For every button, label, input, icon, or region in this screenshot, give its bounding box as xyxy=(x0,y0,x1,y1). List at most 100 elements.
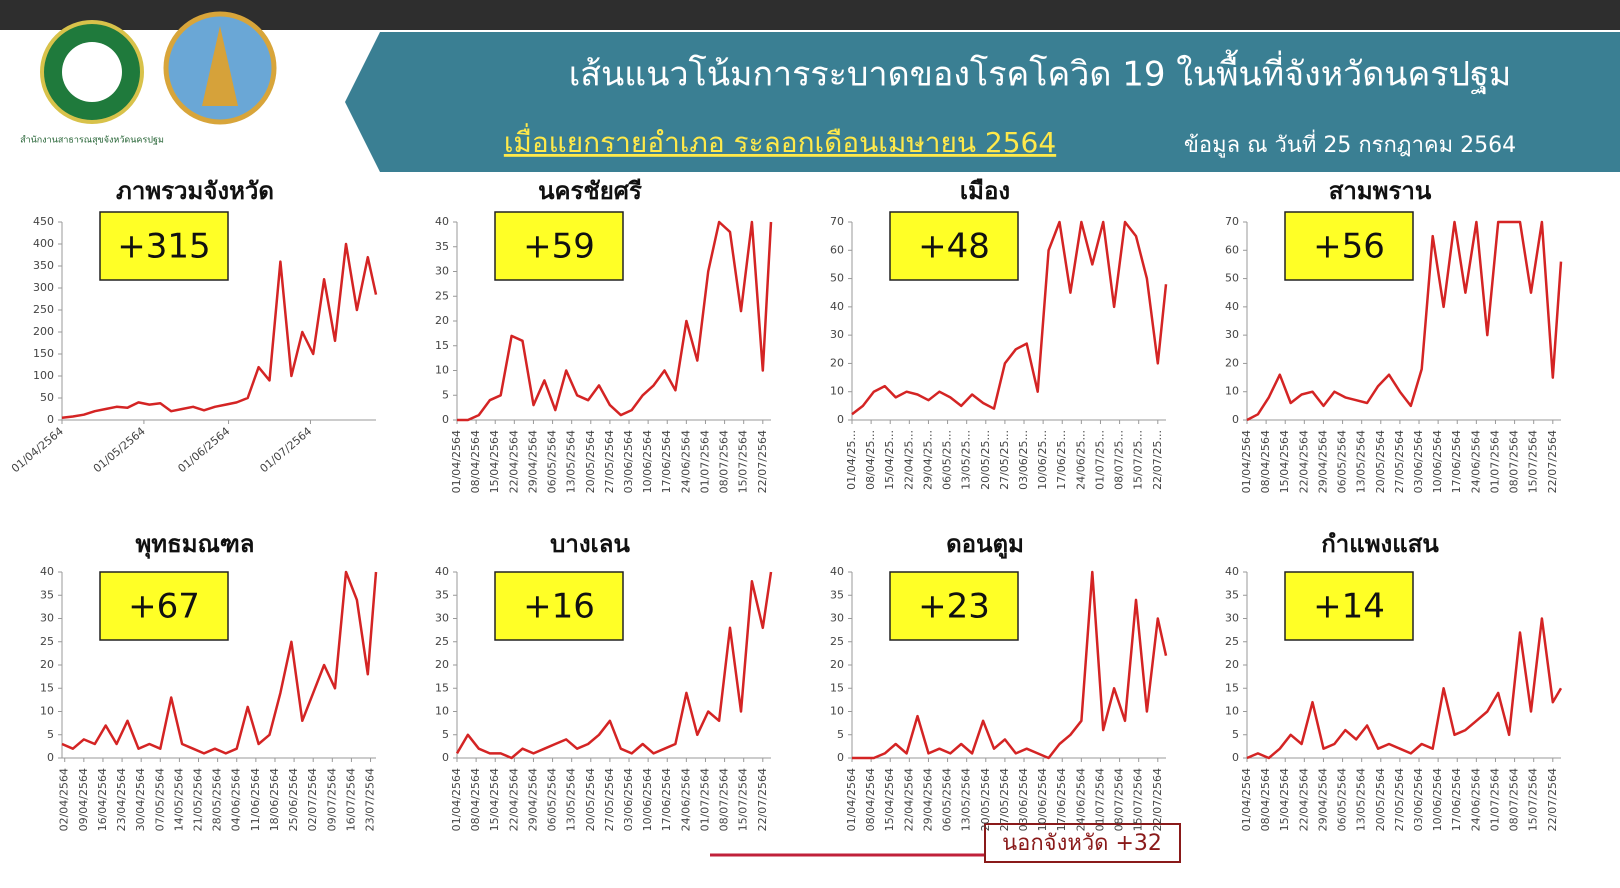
x-tick-label: 29/04/2564 xyxy=(1316,430,1329,493)
y-tick-label: 30 xyxy=(830,328,844,341)
x-tick-label: 15/07/2564 xyxy=(1132,768,1145,831)
annotation: +59 xyxy=(523,227,595,267)
y-tick-label: 200 xyxy=(33,325,54,338)
x-tick-label: 17/06/2564 xyxy=(660,768,673,831)
footer-box xyxy=(984,823,1181,863)
x-tick-label: 13/05/2564 xyxy=(1355,430,1368,493)
x-tick-label: 13/05/2564 xyxy=(565,768,578,831)
x-tick-label: 15/04/2564 xyxy=(883,768,896,831)
x-tick-label: 22/07/2564 xyxy=(1151,768,1164,831)
x-tick-label: 01/07/2564 xyxy=(1093,768,1106,831)
y-tick-label: 100 xyxy=(33,369,54,382)
data-line xyxy=(851,220,1168,416)
x-tick-label: 13/05/2564 xyxy=(1355,768,1368,831)
x-tick-label: 08/04/2564 xyxy=(469,430,482,493)
x-tick-label: 20/05/2564 xyxy=(979,768,992,831)
x-tick-label: 01/07/2564 xyxy=(1488,430,1501,493)
y-tick-label: 10 xyxy=(435,364,449,377)
title-banner xyxy=(345,32,1620,172)
y-tick-label: 350 xyxy=(33,259,54,272)
y-tick-label: 5 xyxy=(47,728,54,741)
x-tick-label: 24/06/2564 xyxy=(1469,768,1482,831)
annotation-box xyxy=(99,571,229,641)
x-tick-label: 22/04/2564 xyxy=(1297,768,1310,831)
x-tick-label: 03/06/2564 xyxy=(1412,768,1425,831)
x-tick-label: 20/05/25... xyxy=(979,430,992,490)
x-tick-label: 08/07/2564 xyxy=(1508,768,1521,831)
x-tick-label: 01/04/2564 xyxy=(450,430,463,493)
x-tick-label: 08/04/2564 xyxy=(1259,430,1272,493)
y-tick-label: 10 xyxy=(435,705,449,718)
y-tick-label: 70 xyxy=(1225,215,1239,228)
y-tick-label: 35 xyxy=(830,588,844,601)
y-tick-label: 15 xyxy=(435,339,449,352)
chart-title: ภาพรวมจังหวัด xyxy=(116,177,274,205)
y-tick-label: 30 xyxy=(40,612,54,625)
y-tick-label: 50 xyxy=(40,391,54,404)
x-tick-label: 23/07/2564 xyxy=(364,768,377,831)
x-tick-label: 03/06/2564 xyxy=(1412,430,1425,493)
province-logo-stupa xyxy=(202,26,238,106)
annotation-box xyxy=(1284,571,1414,641)
x-tick-label: 06/05/2564 xyxy=(546,768,559,831)
x-tick-label: 08/07/2564 xyxy=(1508,430,1521,493)
x-tick-label: 22/04/2564 xyxy=(902,768,915,831)
x-tick-label: 29/04/2564 xyxy=(526,430,539,493)
x-tick-label: 22/07/2564 xyxy=(1546,430,1559,493)
x-tick-label: 01/07/2564 xyxy=(698,430,711,493)
data-date: ข้อมูล ณ วันที่ 25 กรกฎาคม 2564 xyxy=(1184,129,1516,158)
y-tick-label: 40 xyxy=(435,565,449,578)
y-tick-label: 150 xyxy=(33,347,54,360)
y-tick-label: 20 xyxy=(830,356,844,369)
y-tick-label: 0 xyxy=(442,751,449,764)
x-tick-label: 24/06/25... xyxy=(1074,430,1087,490)
x-tick-label: 15/04/2564 xyxy=(1278,430,1291,493)
y-tick-label: 400 xyxy=(33,237,54,250)
x-tick-label: 01/07/2564 xyxy=(257,425,314,476)
x-tick-label: 20/05/2564 xyxy=(1374,430,1387,493)
y-tick-label: 20 xyxy=(435,314,449,327)
x-tick-label: 20/05/2564 xyxy=(584,430,597,493)
y-tick-label: 10 xyxy=(1225,705,1239,718)
y-tick-label: 0 xyxy=(442,413,449,426)
x-tick-label: 08/04/2564 xyxy=(1259,768,1272,831)
x-tick-label: 22/07/2564 xyxy=(756,768,769,831)
y-tick-label: 50 xyxy=(830,272,844,285)
x-tick-label: 27/05/2564 xyxy=(603,768,616,831)
annotation: +67 xyxy=(128,587,200,627)
x-tick-label: 01/06/2564 xyxy=(175,425,232,476)
top-band xyxy=(0,0,1620,30)
y-tick-label: 0 xyxy=(1232,413,1239,426)
x-tick-label: 06/05/2564 xyxy=(941,768,954,831)
x-tick-label: 22/04/2564 xyxy=(1297,430,1310,493)
x-tick-label: 18/06/2564 xyxy=(268,768,281,831)
x-tick-label: 15/07/2564 xyxy=(737,430,750,493)
annotation-box xyxy=(494,571,624,641)
y-tick-label: 40 xyxy=(830,565,844,578)
y-tick-label: 30 xyxy=(830,612,844,625)
x-tick-label: 22/04/2564 xyxy=(507,768,520,831)
x-tick-label: 08/07/2564 xyxy=(718,768,731,831)
data-line xyxy=(455,571,773,760)
annotation: +56 xyxy=(1313,227,1385,267)
y-tick-label: 25 xyxy=(435,635,449,648)
y-tick-label: 30 xyxy=(1225,328,1239,341)
x-tick-label: 24/06/2564 xyxy=(1469,430,1482,493)
x-tick-label: 06/05/2564 xyxy=(546,430,559,493)
chart-title: กำแพงแสน xyxy=(1321,530,1439,558)
y-tick-label: 0 xyxy=(837,413,844,426)
x-tick-label: 01/07/2564 xyxy=(698,768,711,831)
x-tick-label: 15/04/2564 xyxy=(488,430,501,493)
y-tick-label: 60 xyxy=(1225,243,1239,256)
x-tick-label: 01/04/2564 xyxy=(9,425,66,476)
x-tick-label: 02/07/2564 xyxy=(306,768,319,831)
y-tick-label: 40 xyxy=(1225,565,1239,578)
x-tick-label: 14/05/2564 xyxy=(172,768,185,831)
y-tick-label: 25 xyxy=(435,289,449,302)
x-tick-label: 08/04/2564 xyxy=(469,768,482,831)
footer-note: นอกจังหวัด +32 xyxy=(1002,831,1162,856)
x-tick-label: 01/04/2564 xyxy=(845,768,858,831)
y-tick-label: 70 xyxy=(830,215,844,228)
x-tick-label: 29/04/25... xyxy=(921,430,934,490)
